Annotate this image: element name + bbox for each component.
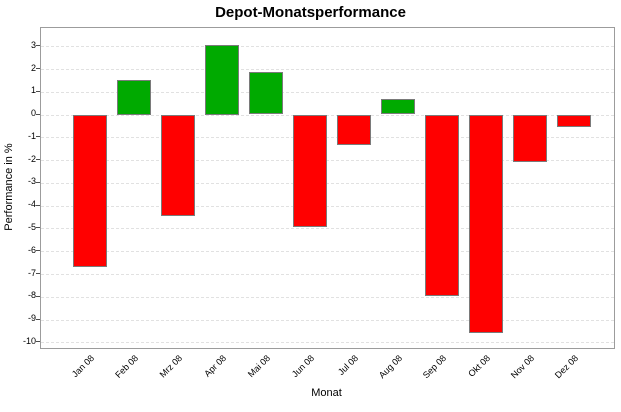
bar-mrz-08: [161, 114, 195, 216]
y-tick-label--1: -1: [27, 130, 36, 141]
y-tick-label--7: -7: [27, 267, 36, 278]
y-tick-label-0: 0: [30, 108, 36, 118]
gridline-y--9: [41, 319, 614, 321]
y-tick-label--6: -6: [27, 244, 36, 255]
y-tick-mark: [36, 204, 40, 206]
bar-nov-08: [513, 114, 547, 163]
bar-aug-08: [381, 98, 415, 115]
bar-feb-08: [117, 80, 151, 115]
bar-jan-08: [73, 114, 107, 268]
y-tick-label--5: -5: [27, 221, 36, 232]
y-tick-mark: [36, 113, 40, 115]
gridline-y--8: [41, 296, 614, 298]
gridline-y--3: [41, 182, 614, 184]
gridline-y--10: [41, 342, 614, 344]
gridline-y--5: [41, 228, 614, 230]
y-tick-label--8: -8: [27, 290, 36, 301]
gridline-y-0: [41, 114, 614, 116]
bar-jun-08: [293, 114, 327, 228]
y-tick-mark: [36, 181, 40, 183]
y-tick-label-1: 1: [30, 85, 36, 96]
y-tick-label--9: -9: [27, 313, 36, 323]
gridline-y--4: [41, 205, 614, 207]
gridline-y-2: [41, 69, 614, 70]
gridline-y--7: [41, 274, 614, 275]
y-tick-label--10: -10: [22, 335, 36, 346]
y-tick-label-2: 2: [30, 62, 36, 73]
bar-jul-08: [337, 114, 371, 146]
bar-okt-08: [469, 114, 503, 334]
bar-apr-08: [205, 45, 239, 115]
gridline-y-3: [41, 46, 614, 48]
y-tick-mark: [36, 250, 40, 252]
gridline-y--2: [41, 160, 614, 162]
y-tick-label--3: -3: [27, 176, 36, 187]
chart-title: Depot-Monatsperformance: [215, 4, 406, 21]
bar-sep-08: [425, 114, 459, 296]
bar-mai-08: [249, 72, 283, 115]
x-axis-title: Monat: [311, 387, 342, 399]
y-tick-mark: [36, 45, 40, 47]
gridline-y--1: [41, 137, 614, 139]
y-tick-mark: [36, 295, 40, 297]
gridline-y-1: [41, 91, 614, 93]
y-tick-label--4: -4: [27, 199, 36, 210]
y-tick-mark: [36, 136, 40, 138]
y-tick-mark: [36, 273, 40, 274]
y-tick-mark: [36, 159, 40, 161]
y-tick-mark: [36, 341, 40, 343]
y-tick-mark: [36, 68, 40, 69]
y-tick-mark: [36, 318, 40, 320]
y-tick-label--2: -2: [27, 153, 36, 164]
y-tick-mark: [36, 90, 40, 92]
bar-dez-08: [557, 114, 591, 127]
plot-area: [40, 27, 615, 349]
gridline-y--6: [41, 251, 614, 253]
y-tick-mark: [36, 227, 40, 229]
y-tick-label-3: 3: [30, 39, 36, 50]
